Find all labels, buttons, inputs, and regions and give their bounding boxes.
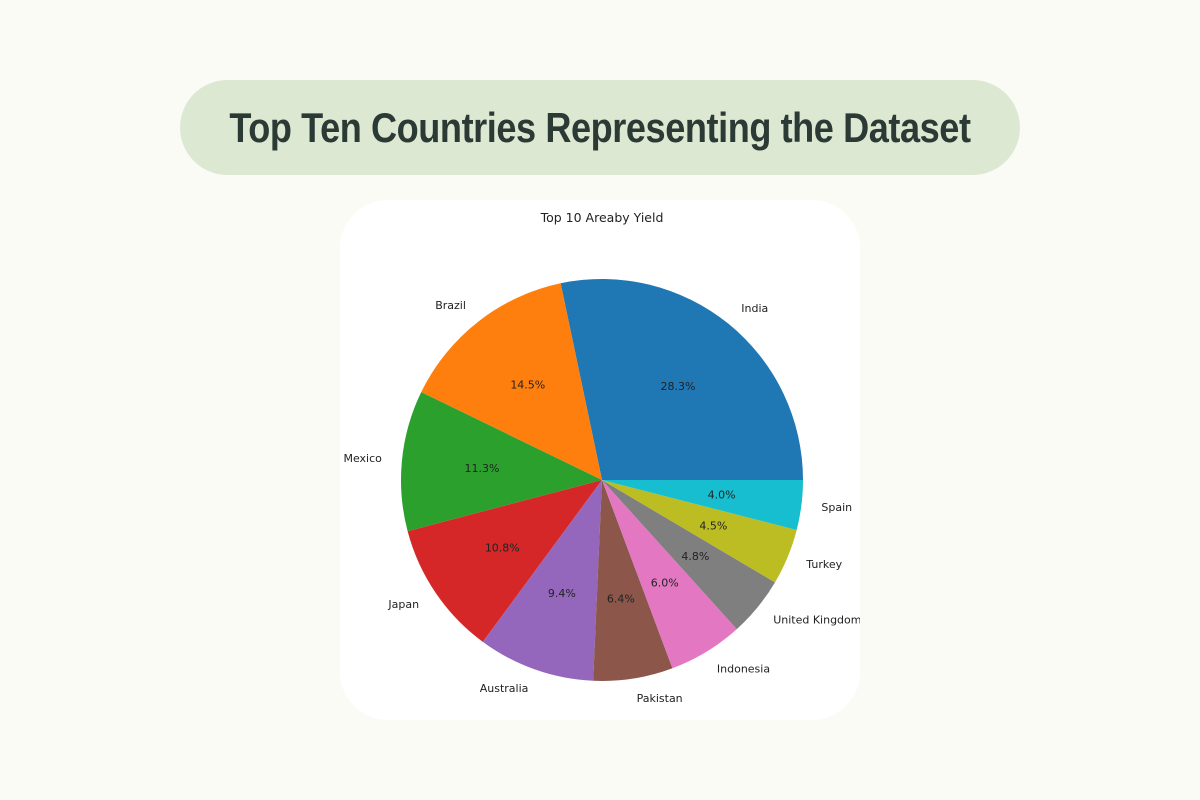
pie-percent-label-japan: 10.8% [485, 541, 520, 554]
pie-slice-brazil [421, 283, 602, 480]
pie-category-label-japan: Japan [387, 598, 419, 611]
pie-slice-pakistan [593, 480, 673, 682]
pie-category-label-pakistan: Pakistan [637, 692, 683, 705]
pie-category-label-turkey: Turkey [805, 558, 842, 571]
pie-percent-label-united-kingdom: 4.8% [681, 550, 709, 563]
page-title: Top Ten Countries Representing the Datas… [229, 103, 971, 151]
pie-percent-label-australia: 9.4% [548, 587, 576, 600]
pie-slice-turkey [602, 480, 797, 583]
pie-category-label-mexico: Mexico [343, 452, 382, 465]
pie-percent-label-indonesia: 6.0% [651, 577, 679, 590]
pie-category-label-india: India [741, 302, 768, 315]
pie-category-label-australia: Australia [480, 682, 529, 695]
pie-percent-label-turkey: 4.5% [699, 520, 727, 533]
pie-slice-japan [407, 480, 602, 642]
chart-title: Top 10 Areaby Yield [540, 210, 664, 225]
pie-category-label-brazil: Brazil [435, 299, 466, 312]
pie-category-label-spain: Spain [821, 501, 852, 514]
pie-percent-label-brazil: 14.5% [510, 378, 545, 391]
pie-percent-label-india: 28.3% [661, 380, 696, 393]
pie-slice-mexico [400, 392, 602, 532]
pie-slice-spain [602, 480, 803, 530]
pie-percent-labels: 28.3% 14.5% 11.3% 10.8% 9.4% 6.4% 6.0% 4.8% 4.5%… [465, 378, 736, 605]
chart-card: Top 10 Areaby Yield 28.3% 14.5% 11.3% 10.8%… [340, 200, 860, 720]
pie-category-labels: India Brazil Mexico Japan Australia Pakistan I… [343, 299, 860, 705]
pie-slice-india [560, 279, 803, 480]
pie-percent-label-pakistan: 6.4% [607, 593, 635, 606]
pie-slices [400, 279, 803, 682]
pie-slice-united-kingdom [602, 480, 776, 630]
pie-slice-australia [482, 480, 602, 681]
pie-percent-label-mexico: 11.3% [465, 462, 500, 475]
pie-percent-label-spain: 4.0% [708, 489, 736, 502]
pie-chart: Top 10 Areaby Yield 28.3% 14.5% 11.3% 10.8%… [343, 210, 860, 705]
title-banner: Top Ten Countries Representing the Datas… [180, 80, 1020, 175]
pie-category-label-indonesia: Indonesia [717, 662, 770, 675]
pie-category-label-united-kingdom: United Kingdom [773, 613, 860, 626]
pie-slice-indonesia [602, 480, 737, 669]
